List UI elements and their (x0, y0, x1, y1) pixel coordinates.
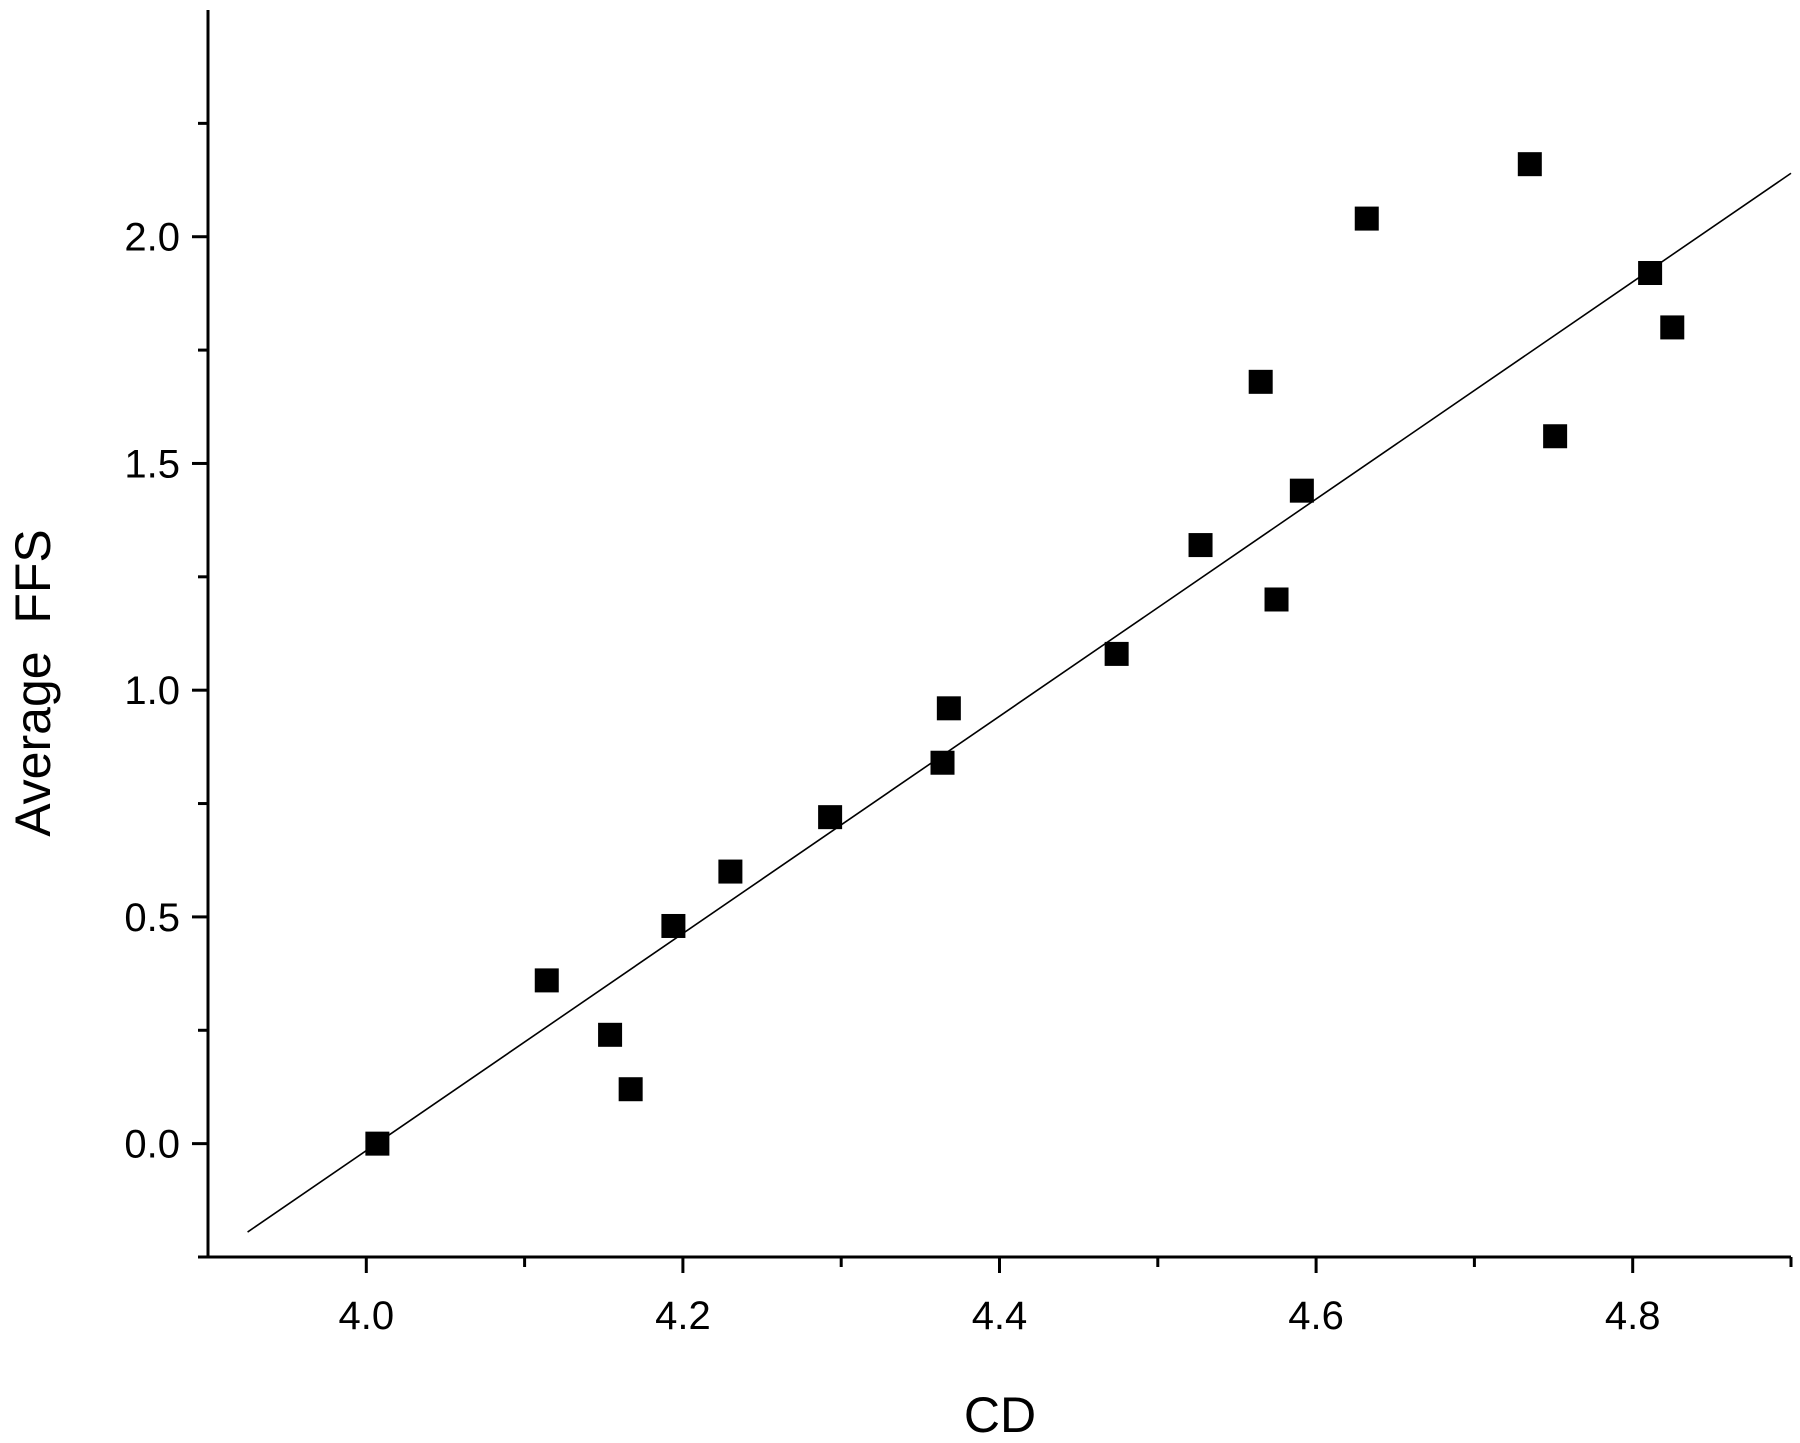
data-point (1104, 641, 1129, 666)
data-point (1248, 369, 1273, 394)
x-tick-label: 4.6 (1288, 1294, 1344, 1338)
data-point (936, 696, 961, 721)
x-tick-label: 4.0 (338, 1294, 394, 1338)
data-point (1660, 315, 1685, 340)
data-point (618, 1077, 643, 1102)
data-point (661, 913, 686, 938)
y-tick-label: 1.5 (124, 442, 180, 486)
data-point (534, 968, 559, 993)
fit-line (247, 172, 1792, 1233)
data-points (365, 152, 1685, 1156)
data-point (598, 1022, 623, 1047)
data-point (1289, 478, 1314, 503)
x-axis-title: CD (964, 1387, 1036, 1443)
y-tick-label: 1.0 (124, 669, 180, 713)
data-point (1188, 533, 1213, 558)
y-tick-label: 2.0 (124, 216, 180, 260)
x-ticks: 4.0 4.2 4.4 4.6 4.8 (338, 1257, 1793, 1338)
data-point (1264, 587, 1289, 612)
x-tick-label: 4.4 (972, 1294, 1028, 1338)
axes (206, 10, 1791, 1259)
y-tick-label: 0.5 (124, 896, 180, 940)
data-point (930, 750, 955, 775)
y-tick-label: 0.0 (124, 1123, 180, 1167)
y-ticks: 0.0 0.5 1.0 1.5 2.0 (124, 121, 208, 1259)
x-tick-label: 4.2 (655, 1294, 711, 1338)
data-point (818, 805, 843, 830)
data-point (365, 1131, 390, 1156)
data-point (718, 859, 743, 884)
data-point (1543, 424, 1568, 449)
x-tick-label: 4.8 (1605, 1294, 1661, 1338)
data-point (1638, 261, 1663, 286)
data-point (1517, 152, 1542, 177)
y-axis-title: Average FFS (5, 529, 61, 837)
data-point (1354, 206, 1379, 231)
